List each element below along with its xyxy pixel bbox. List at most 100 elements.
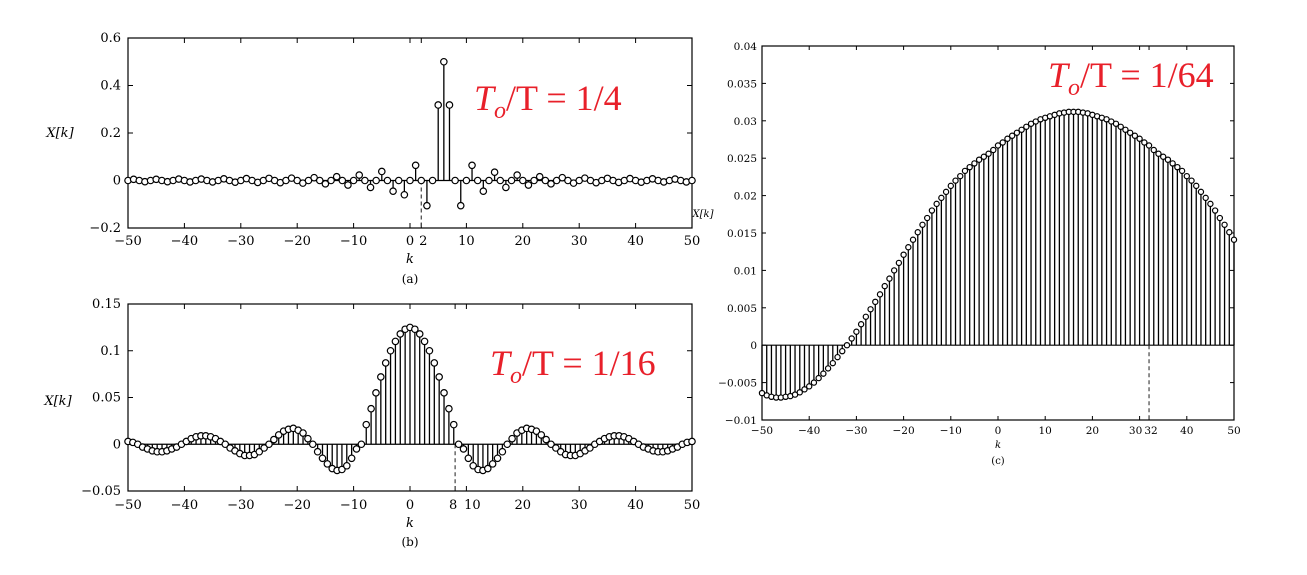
x-tick-label: 10 [458,234,475,249]
stem-marker [947,182,955,190]
x-tick-label: 40 [627,498,644,513]
x-tick-label: −10 [940,425,962,437]
stem-marker [1207,200,1214,208]
x-tick-label: −30 [227,234,254,249]
x-tick-label: 0 [406,498,414,513]
stem-marker [518,176,527,185]
stem-marker [473,176,482,185]
stem-marker [445,101,454,109]
stem-marker [430,359,439,367]
stem-marker [435,373,443,381]
stem-marker [367,404,375,413]
x-tick-label: 10 [1039,425,1052,437]
stem-marker [372,176,380,185]
stem-marker [961,167,969,175]
stem-marker [420,337,429,346]
stem-marker [843,342,851,349]
stem-marker [362,420,371,429]
stem-marker [537,431,546,439]
stem-marker [400,190,409,199]
stem-marker [299,429,307,437]
stem-marker [423,201,431,210]
y-tick-label: 0.15 [92,297,121,312]
stem-marker [942,188,950,196]
chart-panel-c: −50 −40 −30 −20 −10 0 10 20 30 32 40 50 −0.01 −0.005 0… [692,41,1241,467]
stem-marker [1004,135,1011,142]
stem-marker [1008,132,1016,139]
x-tick-label: −30 [227,498,254,513]
x-tick-label: 50 [1227,425,1240,437]
stem-marker [462,176,471,185]
stem-marker [1141,139,1148,146]
stem-marker [1136,135,1143,142]
stem-marker [502,183,510,192]
stem-marker [332,172,341,181]
stem-marker [1117,123,1124,130]
stem-marker [999,139,1006,146]
x-tick-label: 30 [571,498,588,513]
stem-marker [327,176,335,185]
stem-marker [810,379,818,386]
panel-caption: (b) [401,535,418,549]
stem-marker [456,201,465,210]
stem-marker [321,180,330,188]
stem-marker [872,298,879,306]
stem-marker [479,187,488,195]
stem-marker [985,150,992,157]
stem-marker [459,445,468,453]
stem-marker [1169,160,1176,167]
x-tick-label: 32 [1144,425,1157,437]
stem-marker [914,229,921,236]
stem-marker [274,431,283,439]
plot-frame [127,37,693,229]
y-tick-label: 0.03 [734,116,757,128]
stem-marker [1131,132,1139,139]
stem-marker [383,176,392,185]
stem-marker [924,214,931,222]
x-axis-label: k [406,252,414,267]
stem-marker [1183,172,1191,180]
stem-marker [815,374,822,382]
stem-marker [586,444,594,452]
stem-marker [1226,229,1233,236]
x-tick-label: −40 [171,234,198,249]
stem-marker [1202,194,1209,202]
y-tick-label: 0.1 [100,344,121,359]
stem-marker [411,325,419,334]
stem-marker [344,181,352,189]
stem-marker [530,176,538,185]
stem-marker [1013,129,1021,136]
x-tick-label: 20 [515,498,532,513]
stem-marker [1178,167,1186,175]
y-tick-label: 0.015 [727,228,757,240]
panel-caption: (a) [402,272,419,286]
stem-marker [1112,120,1120,127]
x-tick-label: 50 [684,498,701,513]
stem-marker [1145,142,1153,149]
stem-marker [377,167,386,176]
x-tick-label: −50 [751,425,773,437]
stem-marker [483,464,492,473]
panel-caption: (c) [991,456,1005,467]
stem-marker [957,172,964,180]
stem-marker [1023,123,1030,130]
stem-marker [909,236,917,243]
x-tick-label: −30 [845,425,867,437]
stem-marker [952,177,959,184]
x-tick-label: 40 [627,234,644,249]
y-tick-label: 0.2 [100,126,121,141]
x-tick-label: 0 [995,425,1002,437]
stem-marker [451,176,459,185]
y-axis-label: X[k] [45,126,74,141]
stem-marker [994,142,1002,149]
stem-marker [857,321,865,328]
stem-marker [503,440,512,449]
stem-marker [313,447,322,456]
stem-marker [493,454,502,463]
stem-marker [1174,163,1181,171]
stem-marker [464,454,473,463]
stem-marker [1197,188,1205,196]
stem-marker [449,420,458,429]
stem-marker [315,176,324,185]
stem-marker [1159,153,1167,160]
